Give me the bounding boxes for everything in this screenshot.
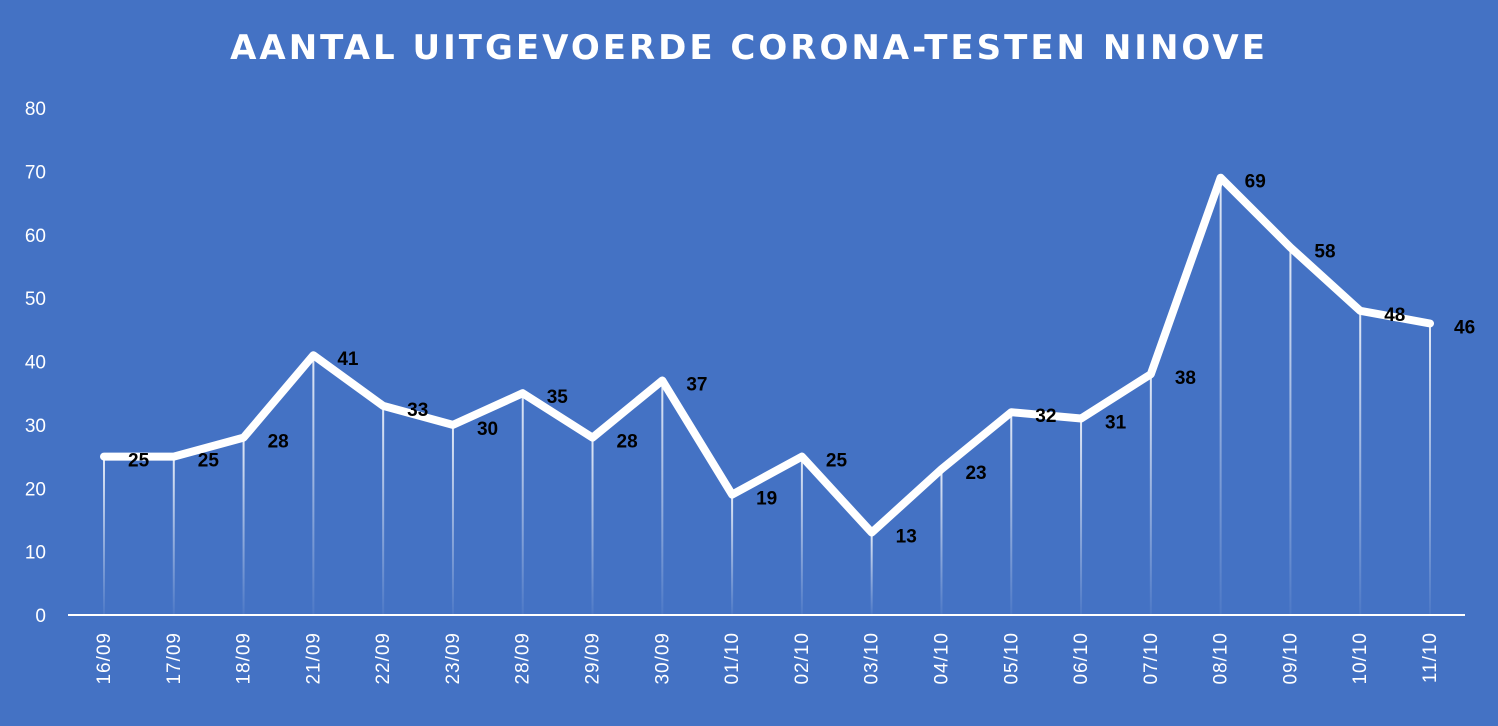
data-label: 31 xyxy=(1105,413,1127,434)
drop-line xyxy=(1219,177,1222,615)
drop-line xyxy=(731,494,734,615)
x-tick-label: 28/09 xyxy=(513,632,534,685)
data-label: 25 xyxy=(826,451,848,472)
data-label: 35 xyxy=(547,387,569,408)
x-tick-label: 10/10 xyxy=(1350,632,1371,685)
drop-line xyxy=(1080,418,1083,615)
data-label: 32 xyxy=(1035,406,1056,427)
x-tick-label: 16/09 xyxy=(94,632,115,685)
drop-line xyxy=(591,437,594,615)
x-tick-label: 18/09 xyxy=(234,632,255,685)
data-labels: 25 25 28 41 33 30 35 28 37 19 25 13 23 32 31 38 69 58 48 46 xyxy=(128,172,1475,548)
drop-line xyxy=(1359,310,1362,615)
data-label: 25 xyxy=(128,451,150,472)
drop-line xyxy=(1149,374,1152,615)
x-tick-label: 01/10 xyxy=(722,632,743,685)
x-tick-label: 29/09 xyxy=(583,632,604,685)
data-label: 19 xyxy=(756,489,777,510)
series-line xyxy=(100,173,1434,537)
y-tick-label: 60 xyxy=(25,226,46,247)
drop-line xyxy=(312,355,315,615)
drop-line xyxy=(661,380,664,615)
drop-line xyxy=(800,456,803,615)
x-tick-label: 22/09 xyxy=(373,632,394,685)
y-tick-label: 0 xyxy=(35,606,46,627)
y-tick-label: 50 xyxy=(25,289,46,310)
drop-line xyxy=(242,437,245,615)
data-label: 28 xyxy=(617,432,638,453)
y-tick-label: 10 xyxy=(25,543,46,564)
x-tick-label: 03/10 xyxy=(862,632,883,685)
x-tick-label: 04/10 xyxy=(931,632,952,685)
data-label: 33 xyxy=(407,400,428,421)
drop-line xyxy=(1429,323,1431,615)
data-label: 38 xyxy=(1175,368,1196,389)
y-axis: 0 10 20 30 40 50 60 70 80 xyxy=(25,99,46,627)
data-label: 46 xyxy=(1454,317,1475,338)
data-label: 30 xyxy=(477,419,498,440)
x-tick-label: 23/09 xyxy=(443,632,464,685)
drop-line xyxy=(521,393,524,615)
x-tick-label: 05/10 xyxy=(1001,632,1022,685)
data-label: 58 xyxy=(1314,241,1335,262)
data-label: 37 xyxy=(686,375,707,396)
data-label: 23 xyxy=(965,463,986,484)
x-tick-label: 02/10 xyxy=(792,632,813,685)
y-tick-label: 30 xyxy=(25,416,46,437)
y-tick-label: 40 xyxy=(25,353,46,374)
x-tick-label: 06/10 xyxy=(1071,632,1092,685)
x-tick-label: 30/09 xyxy=(652,632,673,685)
data-label: 48 xyxy=(1384,305,1405,326)
drop-line xyxy=(172,456,175,615)
data-label: 13 xyxy=(896,527,917,548)
y-tick-label: 20 xyxy=(25,479,46,500)
drop-line xyxy=(382,405,385,615)
drop-line xyxy=(1289,247,1292,616)
drop-line xyxy=(940,469,943,615)
drop-line xyxy=(1010,412,1013,615)
drop-line xyxy=(451,424,454,615)
x-axis: 16/09 17/09 18/09 21/09 22/09 23/09 28/09 29/09… xyxy=(94,632,1441,685)
data-label: 69 xyxy=(1245,172,1266,193)
x-tick-label: 09/10 xyxy=(1280,632,1301,685)
data-label: 41 xyxy=(337,349,359,370)
x-tick-label: 21/09 xyxy=(303,632,324,685)
x-tick-label: 17/09 xyxy=(164,632,185,685)
drop-line xyxy=(870,532,873,615)
data-label: 28 xyxy=(268,432,289,453)
y-tick-label: 70 xyxy=(25,162,46,183)
x-tick-label: 07/10 xyxy=(1141,632,1162,685)
chart-title: AANTAL UITGEVOERDE CORONA-TESTEN NINOVE xyxy=(230,28,1268,68)
drop-line xyxy=(103,456,105,615)
drop-lines xyxy=(103,177,1431,616)
y-tick-label: 80 xyxy=(25,99,46,120)
x-tick-label: 08/10 xyxy=(1211,632,1232,685)
data-label: 25 xyxy=(198,451,220,472)
x-tick-label: 11/10 xyxy=(1420,632,1441,683)
